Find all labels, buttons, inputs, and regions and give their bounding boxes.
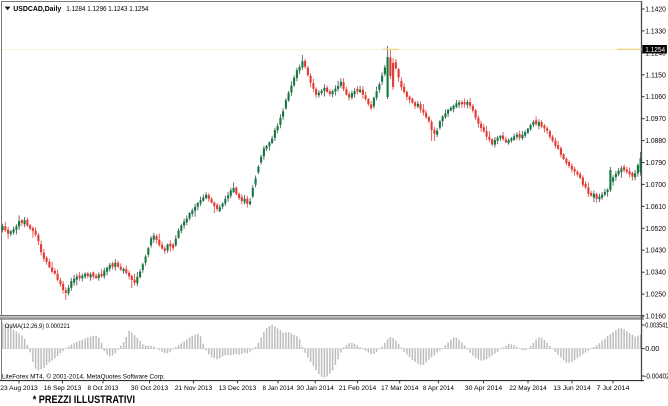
svg-text:16 Sep 2013: 16 Sep 2013	[44, 385, 82, 392]
svg-text:17 Mar 2014: 17 Mar 2014	[381, 385, 419, 392]
svg-text:21 Nov 2013: 21 Nov 2013	[175, 385, 213, 392]
svg-text:21 Feb 2014: 21 Feb 2014	[339, 385, 377, 392]
svg-text:1.0340: 1.0340	[645, 268, 666, 277]
svg-text:1.0520: 1.0520	[645, 224, 666, 233]
svg-text:1.1420: 1.1420	[645, 5, 666, 14]
svg-text:1.0970: 1.0970	[645, 114, 666, 123]
svg-text:13 Jun 2014: 13 Jun 2014	[553, 385, 591, 392]
svg-text:USDCAD,Daily: USDCAD,Daily	[13, 4, 62, 13]
svg-text:7 Jul 2014: 7 Jul 2014	[597, 385, 630, 392]
svg-text:1.1254: 1.1254	[645, 45, 665, 54]
svg-text:1.1060: 1.1060	[645, 92, 666, 101]
svg-text:1.0700: 1.0700	[645, 180, 666, 189]
svg-text:8 Apr 2014: 8 Apr 2014	[423, 385, 454, 392]
svg-text:1.1150: 1.1150	[645, 70, 666, 79]
svg-text:1.0880: 1.0880	[645, 136, 666, 145]
svg-text:8 Jan 2014: 8 Jan 2014	[263, 385, 294, 392]
svg-text:23 Aug 2013: 23 Aug 2013	[0, 385, 38, 392]
svg-text:1.0430: 1.0430	[645, 246, 666, 255]
svg-text:1.0160: 1.0160	[645, 312, 666, 321]
svg-text:0.00: 0.00	[645, 344, 659, 353]
svg-text:30 Apr 2014: 30 Apr 2014	[465, 385, 503, 392]
svg-text:LiteForex MT4, © 2001-2014, Me: LiteForex MT4, © 2001-2014, MetaQuotes S…	[2, 372, 165, 380]
svg-text:1.0790: 1.0790	[645, 158, 666, 167]
svg-text:30 Oct 2013: 30 Oct 2013	[131, 385, 169, 392]
svg-text:1.1284 1.1296 1.1243 1.1254: 1.1284 1.1296 1.1243 1.1254	[66, 6, 148, 13]
svg-text:1.0250: 1.0250	[645, 290, 666, 299]
svg-text:0.0035412: 0.0035412	[645, 321, 668, 330]
svg-text:13 Dec 2013: 13 Dec 2013	[219, 385, 257, 392]
svg-text:1.0610: 1.0610	[645, 202, 666, 211]
svg-text:22 May 2014: 22 May 2014	[509, 385, 547, 392]
svg-text:1.1330: 1.1330	[645, 26, 666, 35]
svg-text:OsMA(12,26,9) 0.000221: OsMA(12,26,9) 0.000221	[5, 323, 70, 330]
svg-text:* PREZZI ILLUSTRATIVI: * PREZZI ILLUSTRATIVI	[33, 394, 135, 406]
svg-text:8 Oct 2013: 8 Oct 2013	[88, 385, 119, 392]
svg-text:30 Jan 2014: 30 Jan 2014	[296, 385, 334, 392]
